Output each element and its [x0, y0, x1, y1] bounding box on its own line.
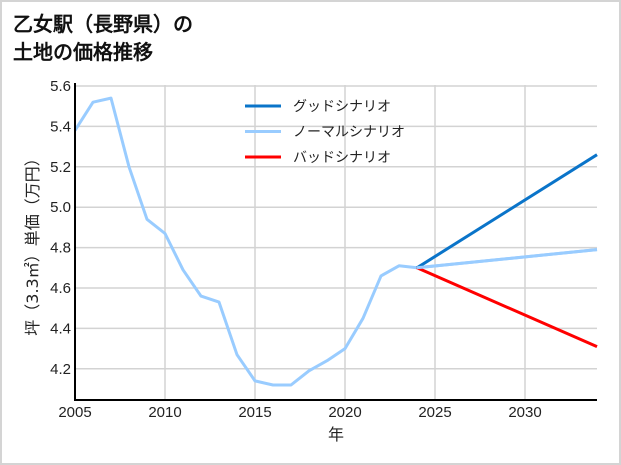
- y-tick-label: 4.8: [50, 240, 71, 257]
- y-tick-label: 5.2: [50, 159, 71, 176]
- series-line: [416, 266, 598, 348]
- chart-title: 乙女駅（長野県）の 土地の価格推移: [13, 10, 193, 66]
- grid-lines: [75, 85, 597, 400]
- x-axis-label: 年: [328, 425, 344, 444]
- x-tick-label: 2005: [58, 404, 91, 421]
- legend-label: バッドシナリオ: [293, 150, 391, 166]
- x-tick-label: 2015: [238, 404, 271, 421]
- chart-title-line1: 乙女駅（長野県）の: [13, 12, 193, 36]
- axes: [74, 83, 597, 401]
- y-tick-label: 4.2: [50, 361, 71, 378]
- y-tick-label: 4.6: [50, 280, 71, 297]
- chart-title-line2: 土地の価格推移: [13, 40, 153, 64]
- x-tick-label: 2030: [508, 404, 541, 421]
- series-line: [73, 96, 598, 387]
- series-line: [416, 153, 598, 270]
- legend-label: グッドシナリオ: [293, 99, 391, 115]
- data-series: [73, 96, 598, 387]
- y-tick-label: 5.6: [50, 78, 71, 95]
- y-tick-labels: 4.2 4.4 4.6 4.8 5.0 5.2 5.4 5.6: [50, 78, 71, 378]
- y-tick-label: 5.4: [50, 118, 71, 135]
- x-tick-labels: 2005 2010 2015 2020 2025 2030: [58, 404, 541, 421]
- y-tick-label: 4.4: [50, 320, 71, 337]
- x-tick-label: 2025: [418, 404, 451, 421]
- y-axis-label: 坪（3.3㎡）単価（万円）: [23, 150, 42, 335]
- legend-label: ノーマルシナリオ: [293, 125, 405, 141]
- x-tick-label: 2020: [328, 404, 361, 421]
- y-tick-label: 5.0: [50, 199, 71, 216]
- series-line-projection: [416, 248, 598, 270]
- x-tick-label: 2010: [148, 404, 181, 421]
